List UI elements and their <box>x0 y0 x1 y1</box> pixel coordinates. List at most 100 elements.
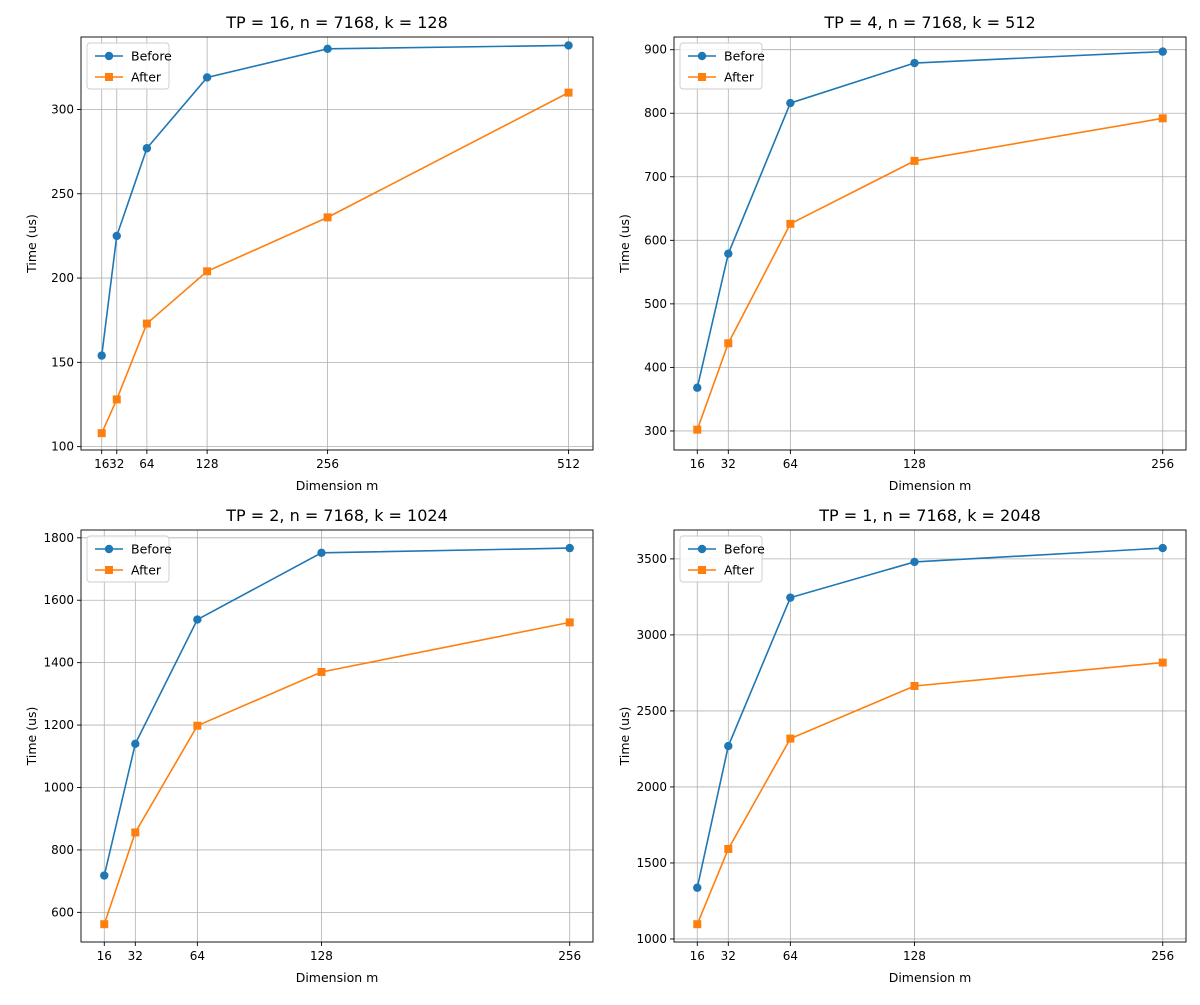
y-axis-label: Time (us) <box>24 707 39 767</box>
x-tick-label: 32 <box>721 949 736 963</box>
legend-label: After <box>724 563 755 578</box>
y-tick-label: 800 <box>51 843 74 857</box>
y-tick-label: 3500 <box>636 552 667 566</box>
y-tick-label: 1800 <box>43 531 74 545</box>
data-point-before <box>786 98 795 108</box>
y-tick-label: 2500 <box>636 704 667 718</box>
legend-marker <box>105 566 113 574</box>
y-tick-label: 3000 <box>636 628 667 642</box>
data-point-before <box>112 231 121 241</box>
data-point-after <box>565 618 574 627</box>
y-tick-label: 1000 <box>636 932 667 946</box>
data-point-after <box>97 429 106 438</box>
data-point-after <box>317 668 326 677</box>
data-point-before <box>724 249 733 258</box>
series-line-after <box>100 91 569 434</box>
legend-label: After <box>131 563 162 578</box>
y-tick-label: 900 <box>644 43 667 57</box>
data-point-after <box>693 425 702 434</box>
plot-frame <box>80 36 594 451</box>
data-point-before <box>910 58 919 68</box>
data-point-after <box>193 721 202 730</box>
data-point-after <box>693 920 702 929</box>
data-point-after <box>724 339 733 348</box>
data-point-before <box>565 543 574 553</box>
data-point-before <box>131 739 140 749</box>
data-point-before <box>910 557 919 567</box>
chart-title: TP = 2, n = 7168, k = 1024 <box>225 506 448 525</box>
data-point-before <box>693 383 702 392</box>
x-tick-label: 256 <box>558 949 581 963</box>
legend-marker <box>104 51 114 61</box>
legend-label: Before <box>724 542 765 557</box>
y-tick-label: 600 <box>51 905 74 919</box>
series-line-before <box>696 547 1163 888</box>
x-tick-label: 64 <box>190 949 205 963</box>
y-tick-label: 1500 <box>636 856 667 870</box>
y-tick-label: 500 <box>644 297 667 311</box>
data-point-before <box>97 351 106 360</box>
plot-frame <box>80 529 594 943</box>
legend-label: Before <box>724 49 765 64</box>
legend-label: Before <box>131 542 172 557</box>
data-point-after <box>142 319 151 328</box>
data-point-after <box>786 734 795 743</box>
x-tick-label: 16 <box>690 949 705 963</box>
x-tick-label: 32 <box>721 457 736 471</box>
y-tick-label: 200 <box>51 271 74 285</box>
x-tick-label: 128 <box>903 949 926 963</box>
y-tick-label: 700 <box>644 170 667 184</box>
data-point-before <box>1158 47 1167 56</box>
x-tick-label: 32 <box>109 457 124 471</box>
data-point-before <box>323 44 332 53</box>
x-tick-label: 128 <box>903 457 926 471</box>
chart-panel-2: 16 32 64 128 256 300 400 500 600 700 800 900 TP = 4,… <box>617 13 1187 493</box>
y-tick-label: 1600 <box>43 593 74 607</box>
chart-title: TP = 1, n = 7168, k = 2048 <box>818 506 1041 525</box>
legend-marker <box>697 544 707 554</box>
chart-panel-4: 16 32 64 128 256 1000 1500 2000 2500 3000 3500 TP =… <box>617 506 1187 985</box>
y-axis-label: Time (us) <box>617 214 632 274</box>
y-tick-label: 1200 <box>43 718 74 732</box>
x-tick-label: 128 <box>310 949 333 963</box>
x-tick-label: 128 <box>196 457 219 471</box>
y-tick-label: 300 <box>51 102 74 116</box>
legend-marker <box>104 544 114 554</box>
y-tick-label: 400 <box>644 360 667 374</box>
y-tick-label: 800 <box>644 106 667 120</box>
data-point-after <box>724 844 733 853</box>
data-point-after <box>131 828 140 837</box>
chart-title: TP = 16, n = 7168, k = 128 <box>225 13 448 32</box>
data-point-before <box>202 73 212 82</box>
legend-label: After <box>131 70 162 85</box>
chart-panel-3: 16 32 64 128 256 600 800 1000 1200 1400 1600 1800 TP… <box>24 506 594 985</box>
x-axis-label: Dimension m <box>889 970 972 985</box>
data-point-after <box>100 920 109 929</box>
x-tick-label: 256 <box>316 457 339 471</box>
plot-frame <box>673 529 1187 943</box>
x-axis-label: Dimension m <box>889 478 972 493</box>
legend-label: Before <box>131 49 172 64</box>
series-line-after <box>696 661 1163 925</box>
data-point-before <box>100 871 109 880</box>
x-tick-label: 64 <box>783 949 798 963</box>
data-point-after <box>910 156 919 165</box>
y-tick-label: 600 <box>644 233 667 247</box>
x-tick-label: 32 <box>128 949 143 963</box>
x-axis-label: Dimension m <box>296 478 379 493</box>
series-line-after <box>696 117 1163 430</box>
data-point-after <box>564 88 573 97</box>
x-axis-label: Dimension m <box>296 970 379 985</box>
series-line-before <box>103 547 570 876</box>
chart-panel-1: 16 32 64 128 256 512 100 150 200 250 300 TP = 16, n… <box>24 13 594 493</box>
x-tick-label: 16 <box>690 457 705 471</box>
legend-label: After <box>724 70 755 85</box>
data-point-before <box>317 548 326 557</box>
series-line-before <box>100 44 569 356</box>
x-tick-label: 256 <box>1151 457 1174 471</box>
y-tick-label: 100 <box>51 440 74 454</box>
x-tick-label: 512 <box>557 457 580 471</box>
data-point-before <box>786 593 795 602</box>
